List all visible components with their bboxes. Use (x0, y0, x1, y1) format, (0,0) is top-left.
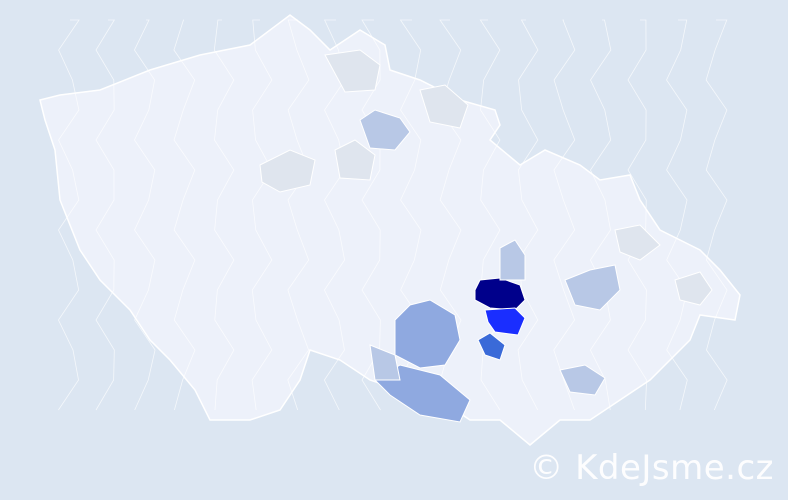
district-region[interactable] (484, 307, 526, 336)
district-borders (57, 19, 728, 411)
district-region[interactable] (259, 149, 316, 193)
district-region[interactable] (564, 264, 621, 311)
district-region[interactable] (559, 364, 606, 396)
district-region[interactable] (324, 49, 381, 93)
district-region[interactable] (499, 239, 526, 281)
district-region[interactable] (359, 109, 411, 151)
district-region[interactable] (419, 84, 469, 129)
district-region[interactable] (334, 139, 376, 181)
district-region[interactable] (474, 277, 526, 311)
district-region[interactable] (614, 224, 661, 261)
district-region[interactable] (369, 344, 401, 381)
country-outline (39, 14, 741, 446)
watermark: © KdeJsme.cz (529, 448, 774, 488)
district-region[interactable] (394, 299, 461, 369)
district-region[interactable] (477, 332, 506, 361)
district-region[interactable] (674, 271, 713, 306)
